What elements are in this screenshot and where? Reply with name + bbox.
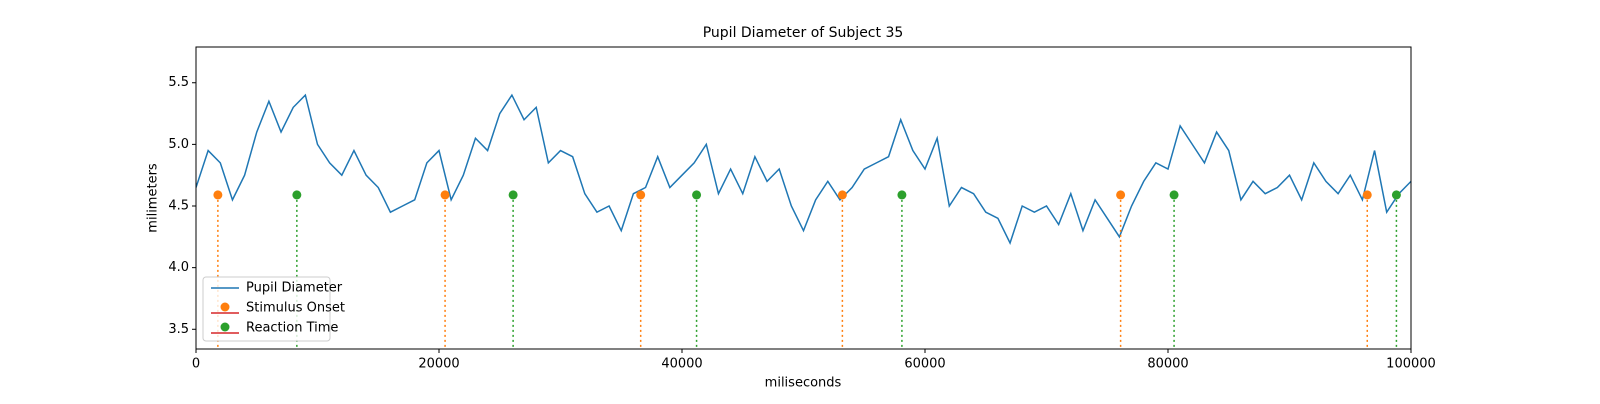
x-tick-label: 100000 [1386,357,1436,372]
plot-area [196,93,1411,349]
y-tick-label: 5.0 [168,137,189,152]
legend-swatch [220,302,230,312]
legend-label: Reaction Time [246,321,338,336]
y-axis-label: milimeters [146,163,161,233]
stem-marker [440,190,450,200]
legend-label: Pupil Diameter [246,281,343,296]
stem-marker [897,190,907,200]
y-tick-label: 4.0 [168,260,189,275]
stem-marker [1169,190,1179,200]
stem-marker [213,190,223,200]
stem-marker [837,190,847,200]
stem-marker [1391,190,1401,200]
y-tick-label: 3.5 [168,322,189,337]
stem-marker [1116,190,1126,200]
legend-swatch [220,322,230,332]
x-tick-label: 40000 [661,357,702,372]
x-tick-label: 80000 [1147,357,1188,372]
y-tick-label: 4.5 [168,199,189,214]
x-axis-label: miliseconds [765,376,842,391]
x-tick-label: 60000 [904,357,945,372]
y-tick-label: 5.5 [168,75,189,90]
x-tick-label: 0 [192,357,200,372]
chart-title: Pupil Diameter of Subject 35 [703,25,904,41]
stem-marker [692,190,702,200]
stem-marker [292,190,302,200]
plot-frame [195,46,1412,350]
stem-marker [636,190,646,200]
stem-marker [508,190,518,200]
legend-box [202,276,331,342]
x-tick-label: 20000 [418,357,459,372]
stem-marker [1362,190,1372,200]
pupil-line [196,93,1411,245]
legend-label: Stimulus Onset [246,301,345,316]
